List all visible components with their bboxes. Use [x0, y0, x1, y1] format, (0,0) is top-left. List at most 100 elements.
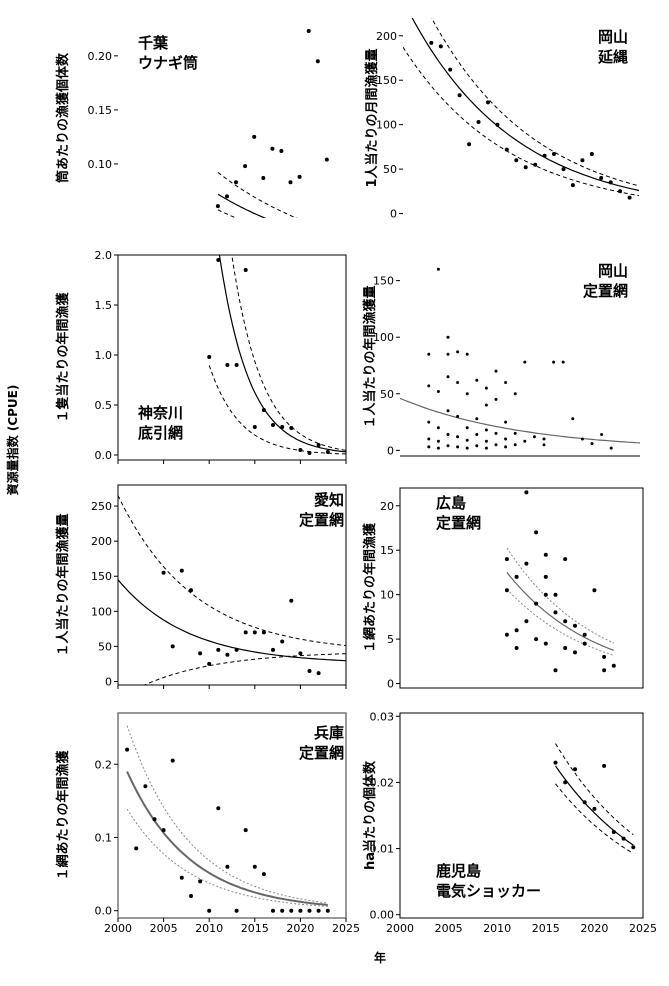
panel-y-axis-label: １人当たりの年間漁獲量	[55, 513, 71, 656]
fit-lines	[555, 743, 634, 854]
data-point	[179, 875, 184, 880]
data-point	[234, 908, 239, 913]
data-point	[552, 152, 556, 156]
data-point	[429, 40, 434, 45]
data-point	[514, 574, 519, 579]
panel-title-line: 千葉	[138, 34, 169, 52]
y-tick-label: 150	[91, 570, 112, 583]
data-point	[534, 530, 539, 535]
ci-lower-curve	[126, 808, 328, 907]
fit-lines	[118, 495, 346, 685]
data-point	[161, 828, 166, 833]
x-tick-label: 2025	[332, 922, 360, 935]
data-point	[563, 780, 568, 785]
data-point	[592, 588, 597, 593]
data-point	[456, 350, 460, 354]
y-tick-label: 0.01	[370, 843, 395, 856]
data-point	[134, 846, 139, 851]
data-point	[252, 864, 257, 869]
fit-curve	[411, 18, 639, 192]
fit-curve	[218, 255, 346, 453]
fit-curve	[118, 579, 346, 662]
y-tick-label: 0.15	[88, 104, 113, 117]
x-tick-label: 2010	[483, 922, 511, 935]
figure-x-axis-label: 年	[374, 950, 386, 965]
data-point	[504, 381, 508, 384]
data-point	[602, 668, 607, 673]
data-point	[582, 641, 587, 646]
y-tick-label: 2.0	[95, 249, 113, 262]
data-point	[207, 908, 212, 913]
data-point	[307, 669, 312, 673]
panel-title-line: 定置網	[436, 514, 481, 532]
data-point	[298, 448, 303, 452]
data-point	[270, 146, 275, 151]
data-point	[427, 384, 431, 388]
data-point	[436, 390, 440, 393]
data-point	[280, 425, 285, 429]
x-tick-label: 2020	[286, 922, 314, 935]
data-point	[225, 652, 230, 657]
data-point	[600, 433, 604, 436]
data-point	[436, 446, 440, 450]
data-point	[288, 180, 293, 185]
data-point	[627, 195, 632, 200]
y-tick-label: 0.2	[95, 758, 113, 771]
y-tick-label: 0	[387, 678, 394, 691]
data-point	[216, 258, 221, 262]
data-point	[125, 747, 130, 752]
data-point	[271, 908, 275, 913]
data-point	[590, 442, 594, 446]
panel-title-line: 兵庫	[314, 724, 344, 742]
panel-y-axis-label: １人当たりの年間漁獲量	[362, 285, 378, 428]
data-point	[243, 828, 248, 833]
fit-lines	[126, 725, 328, 907]
data-point	[307, 908, 312, 913]
data-point	[207, 355, 212, 359]
data-point	[225, 363, 230, 367]
data-point	[484, 439, 488, 443]
data-point	[289, 908, 294, 913]
x-tick-label: 2020	[580, 922, 608, 935]
panel-title-line: ウナギ筒	[138, 54, 198, 72]
fit-curve	[555, 765, 634, 846]
data-point	[494, 431, 498, 435]
data-point	[298, 908, 303, 913]
panel-frame	[399, 712, 644, 919]
y-tick-label: 100	[91, 605, 112, 618]
data-point	[553, 592, 558, 597]
data-point	[495, 122, 500, 127]
data-point	[225, 194, 229, 199]
data-point	[306, 29, 311, 33]
data-point	[261, 176, 266, 180]
data-point	[561, 360, 565, 364]
data-point	[542, 153, 547, 158]
panel-title-line: 岡山	[598, 28, 628, 46]
data-point	[534, 637, 539, 642]
data-point	[609, 446, 613, 450]
data-point	[324, 157, 329, 162]
y-tick-label: 0.03	[370, 710, 395, 723]
data-point	[316, 671, 321, 676]
data-point	[513, 431, 517, 435]
ci-upper-curve	[231, 255, 346, 451]
data-point	[436, 267, 440, 271]
data-point	[484, 403, 488, 407]
data-point	[494, 369, 498, 373]
data-point	[261, 630, 266, 635]
panel-y-axis-label: １網あたりの年間漁獲	[362, 522, 378, 653]
y-tick-label: 50	[98, 640, 112, 653]
panel-frame	[399, 487, 644, 689]
data-point	[252, 425, 257, 429]
panel-title-line: 定置網	[299, 744, 344, 762]
fit-lines	[403, 18, 639, 197]
panel-title-line: 神奈川	[138, 404, 183, 422]
data-point	[446, 444, 450, 448]
data-point	[504, 420, 508, 424]
data-point	[243, 164, 248, 169]
